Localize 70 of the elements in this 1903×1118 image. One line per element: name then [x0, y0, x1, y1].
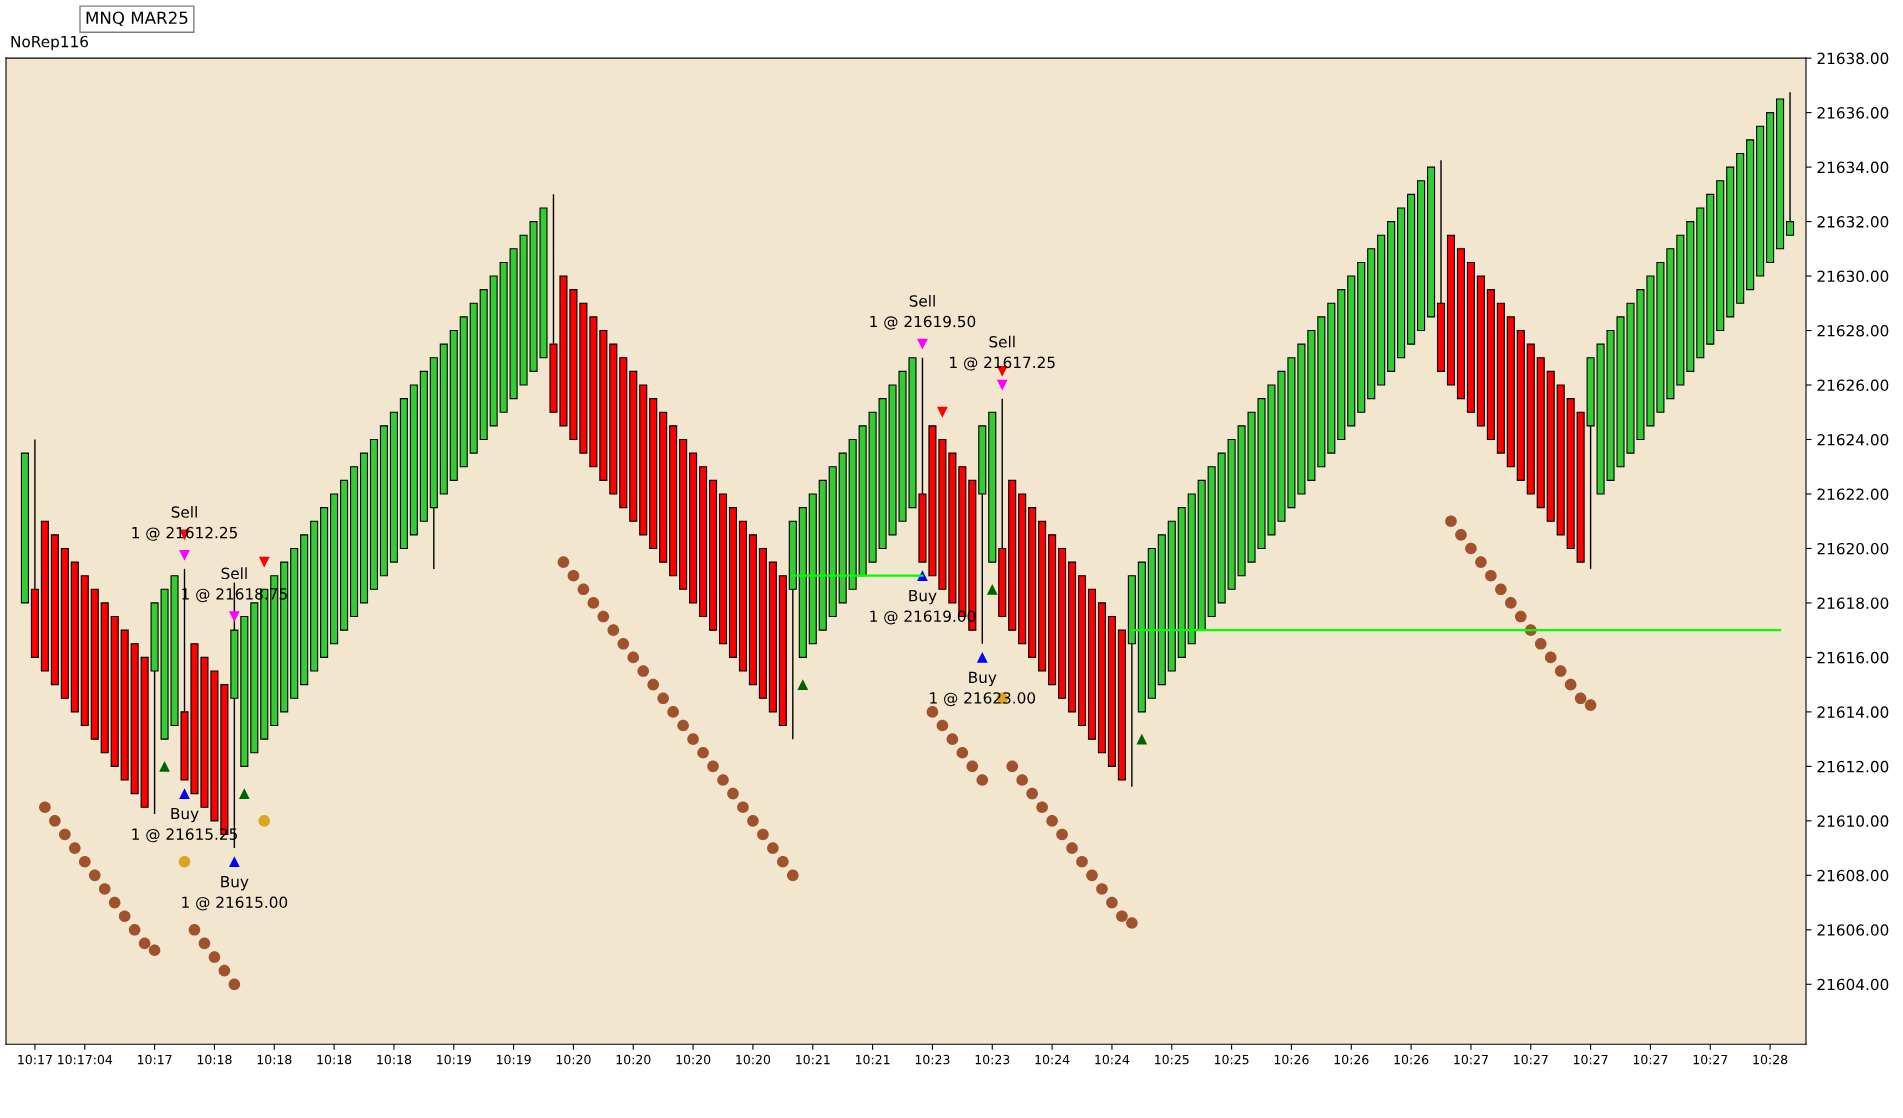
y-tick-label: 21624.00	[1817, 433, 1889, 446]
point	[797, 679, 809, 691]
x-tick-label: 10:18	[257, 1054, 292, 1065]
x-tick-label: 10:25	[1155, 1054, 1189, 1065]
x-tick-label: 10:26	[1334, 1054, 1369, 1065]
y-tick-label: 21632.00	[1817, 216, 1889, 228]
point	[238, 788, 250, 799]
point	[996, 379, 1008, 391]
x-tick-label: 10:25	[1214, 1054, 1249, 1065]
x-tick-label: 10:27	[1693, 1054, 1728, 1065]
y-tick-label: 21638.00	[1817, 52, 1889, 65]
x-tick-label: 10:18	[377, 1054, 412, 1065]
text: NoRep116	[11, 35, 88, 51]
point	[179, 788, 190, 799]
data-label: Buy 1 @ 21615.00	[182, 876, 288, 911]
x-tick-label: 10:17:04	[58, 1054, 113, 1065]
y-tick-label: 21608.00	[1817, 869, 1889, 882]
x-tick-label: 10:27	[1454, 1054, 1488, 1065]
x-tick-label: 10:26	[1394, 1054, 1429, 1065]
x-tick-label: 10:17	[18, 1054, 52, 1065]
x-tick-label: 10:21	[796, 1054, 830, 1065]
y-tick-label: 21630.00	[1817, 270, 1889, 283]
x-tick-label: 10:26	[1274, 1054, 1309, 1065]
point	[228, 611, 240, 622]
x-tick-label: 10:21	[855, 1054, 890, 1065]
x-tick-label: 10:27	[1573, 1054, 1608, 1065]
x-tick-label: 10:23	[975, 1054, 1010, 1065]
y-tick-label: 21616.00	[1817, 651, 1889, 664]
y-tick-label: 21636.00	[1817, 107, 1889, 119]
x-tick-label: 10:20	[616, 1054, 651, 1065]
y-tick-label: 21626.00	[1817, 379, 1889, 392]
x-tick-label: 10:18	[317, 1054, 352, 1065]
point	[178, 855, 191, 868]
x-tick-label: 10:17	[137, 1054, 172, 1065]
x-tick-label: 10:19	[496, 1054, 531, 1065]
point	[937, 406, 948, 418]
y-tick-label: 21620.00	[1817, 542, 1889, 555]
y-tick-label: 21612.00	[1817, 760, 1889, 773]
point	[976, 652, 988, 663]
point	[258, 556, 270, 568]
chart-title: MNQ MAR25	[86, 11, 188, 26]
x-tick-label: 10:23	[915, 1054, 950, 1065]
x-tick-label: 10:20	[736, 1054, 771, 1065]
point	[1136, 733, 1148, 745]
y-tick-label: 21622.00	[1817, 488, 1889, 500]
x-tick-label: 10:24	[1095, 1054, 1130, 1065]
x-tick-label: 10:28	[1753, 1054, 1788, 1065]
x-tick-label: 10:27	[1633, 1054, 1668, 1065]
point	[228, 856, 240, 868]
y-tick-label: 21606.00	[1817, 924, 1889, 936]
y-tick-label: 21610.00	[1817, 815, 1889, 827]
point	[179, 549, 190, 561]
point	[986, 583, 998, 595]
data-label: Sell 1 @ 21617.25	[950, 335, 1055, 371]
candlestick	[1785, 91, 1795, 236]
x-tick-label: 10:18	[197, 1054, 232, 1065]
y-tick-label: 21618.00	[1817, 597, 1889, 609]
y-tick-label: 21604.00	[1817, 978, 1889, 991]
x-tick-label: 10:20	[556, 1054, 591, 1065]
point	[917, 338, 928, 350]
point	[258, 815, 271, 827]
y-tick-label: 21634.00	[1817, 161, 1889, 174]
point	[159, 760, 170, 772]
data-label: Sell 1 @ 21619.50	[870, 294, 976, 330]
x-tick-label: 10:19	[437, 1054, 471, 1065]
x-tick-label: 10:20	[676, 1054, 711, 1065]
y-tick-label: 21614.00	[1817, 706, 1889, 718]
y-tick-label: 21628.00	[1817, 325, 1889, 337]
x-tick-label: 10:27	[1514, 1054, 1548, 1065]
x-tick-label: 10:24	[1035, 1054, 1070, 1065]
